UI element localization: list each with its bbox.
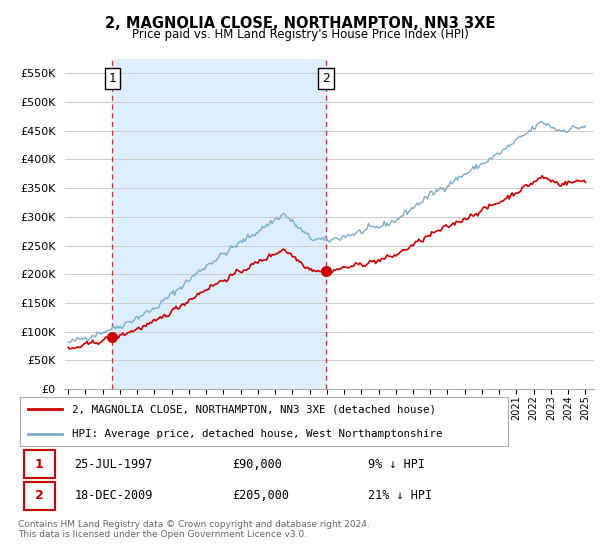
Text: 1: 1 xyxy=(109,72,116,85)
Text: 2: 2 xyxy=(322,72,330,85)
Text: 2, MAGNOLIA CLOSE, NORTHAMPTON, NN3 3XE: 2, MAGNOLIA CLOSE, NORTHAMPTON, NN3 3XE xyxy=(105,16,495,31)
Text: 18-DEC-2009: 18-DEC-2009 xyxy=(74,489,153,502)
Bar xyxy=(112,59,326,389)
Text: 2, MAGNOLIA CLOSE, NORTHAMPTON, NN3 3XE (detached house): 2, MAGNOLIA CLOSE, NORTHAMPTON, NN3 3XE … xyxy=(72,404,436,414)
Text: 2: 2 xyxy=(35,489,44,502)
FancyBboxPatch shape xyxy=(23,450,55,478)
Text: Price paid vs. HM Land Registry's House Price Index (HPI): Price paid vs. HM Land Registry's House … xyxy=(131,28,469,41)
Text: 1: 1 xyxy=(35,458,44,470)
Text: 9% ↓ HPI: 9% ↓ HPI xyxy=(368,458,425,470)
FancyBboxPatch shape xyxy=(20,397,508,446)
Text: £205,000: £205,000 xyxy=(232,489,289,502)
FancyBboxPatch shape xyxy=(23,482,55,510)
Text: HPI: Average price, detached house, West Northamptonshire: HPI: Average price, detached house, West… xyxy=(72,428,443,438)
Text: 21% ↓ HPI: 21% ↓ HPI xyxy=(368,489,432,502)
Text: 25-JUL-1997: 25-JUL-1997 xyxy=(74,458,153,470)
Text: £90,000: £90,000 xyxy=(232,458,282,470)
Text: Contains HM Land Registry data © Crown copyright and database right 2024.
This d: Contains HM Land Registry data © Crown c… xyxy=(18,520,370,539)
